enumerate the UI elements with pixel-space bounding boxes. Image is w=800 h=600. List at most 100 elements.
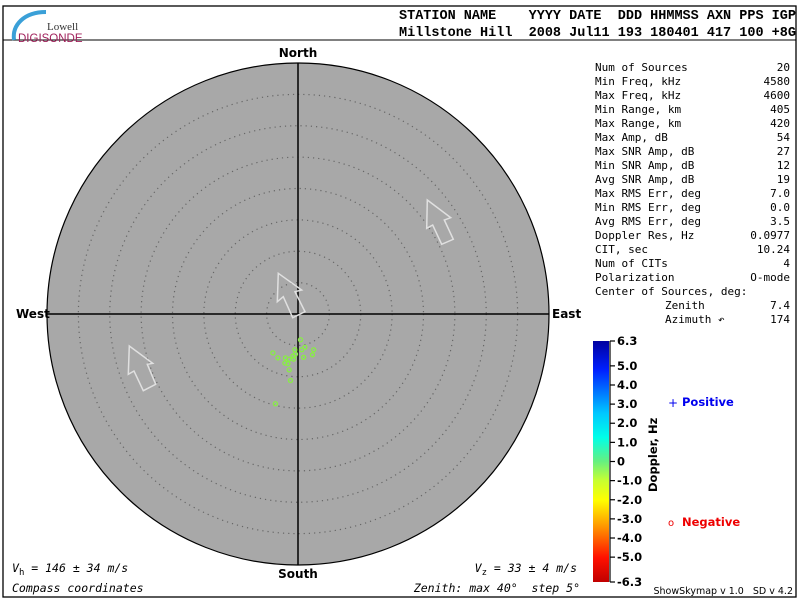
stat-label: Min Freq, kHz bbox=[595, 75, 681, 88]
velocity-arrow-icon bbox=[276, 271, 307, 319]
stat-value: 19 bbox=[777, 173, 790, 186]
stat-label: Polarization bbox=[595, 271, 674, 284]
vh-subscript: h bbox=[19, 568, 24, 578]
svg-text:Vh = 146 ± 34 m/s: Vh = 146 ± 34 m/s bbox=[12, 561, 128, 578]
source-point bbox=[285, 360, 291, 367]
stat-label: Num of Sources bbox=[595, 61, 688, 74]
colorbar-tick-label: -4.0 bbox=[617, 531, 642, 545]
colorbar-tick-label: -6.3 bbox=[617, 575, 642, 589]
statistics-panel: Num of Sources 20 Min Freq, kHz 4580 Max Fre… bbox=[595, 61, 790, 284]
stat-value: 10.24 bbox=[757, 243, 790, 256]
stat-label: Min RMS Err, deg bbox=[595, 201, 701, 214]
version-note: ShowSkymap v 1.0 SD v 4.2 bbox=[654, 586, 794, 597]
stat-label: Max RMS Err, deg bbox=[595, 187, 701, 200]
legend-negative: Negative bbox=[682, 515, 740, 529]
source-point bbox=[300, 354, 307, 360]
stat-label: Doppler Res, Hz bbox=[595, 229, 694, 242]
center-azimuth-label: Azimuth ↶ bbox=[665, 313, 725, 326]
compass-south: South bbox=[278, 567, 318, 581]
digisonde-logo: Lowell DIGISONDE bbox=[11, 10, 83, 45]
positive-symbol-icon: + bbox=[668, 396, 678, 410]
stat-label: Max Range, km bbox=[595, 117, 681, 130]
stat-value: 0.0977 bbox=[750, 229, 790, 242]
source-point bbox=[309, 352, 316, 358]
horizontal-velocity: Vh = 146 ± 34 m/s bbox=[12, 561, 128, 578]
source-point bbox=[275, 355, 281, 361]
figure-frame bbox=[2, 5, 797, 598]
colorbar-tick-label: -2.0 bbox=[617, 493, 642, 507]
colorbar-tick-label: -3.0 bbox=[617, 512, 642, 526]
stat-value: 20 bbox=[777, 61, 790, 74]
compass-west: West bbox=[16, 307, 50, 321]
vh-value: = 146 ± 34 m/s bbox=[24, 561, 128, 575]
compass-east: East bbox=[552, 307, 581, 321]
vh-symbol: V bbox=[12, 561, 20, 575]
stat-label: Avg SNR Amp, dB bbox=[595, 173, 695, 186]
source-point bbox=[287, 377, 294, 384]
source-point bbox=[292, 351, 299, 357]
header-values: Millstone Hill 2008 Jul11 193 180401 417… bbox=[399, 26, 796, 41]
header-labels: STATION NAME YYYY DATE DDD HHMMSS AXN PP… bbox=[399, 9, 796, 24]
stat-value: O-mode bbox=[750, 271, 790, 284]
source-point bbox=[311, 347, 317, 353]
logo-text-lowell: Lowell bbox=[47, 21, 78, 33]
stat-label: Max Amp, dB bbox=[595, 131, 668, 144]
doppler-colorbar bbox=[593, 341, 609, 582]
compass-north: North bbox=[279, 46, 317, 60]
vz-subscript: z bbox=[482, 568, 487, 578]
stat-label: Max SNR Amp, dB bbox=[595, 145, 695, 158]
source-point bbox=[286, 367, 292, 373]
stat-label: CIT, sec bbox=[595, 243, 648, 256]
stat-label: Max Freq, kHz bbox=[595, 89, 681, 102]
vertical-velocity: Vz = 33 ± 4 m/s bbox=[475, 561, 577, 578]
center-zenith-label: Zenith bbox=[665, 299, 705, 312]
colorbar-tick-label: 1.0 bbox=[617, 435, 637, 449]
source-point bbox=[270, 350, 276, 356]
stat-value: 4600 bbox=[764, 89, 791, 102]
stat-value: 4580 bbox=[764, 75, 791, 88]
velocity-arrow-icon bbox=[127, 344, 157, 392]
logo-text-digisonde: DIGISONDE bbox=[18, 33, 83, 45]
colorbar-tick-label: -5.0 bbox=[617, 550, 642, 564]
vz-value: = 33 ± 4 m/s bbox=[487, 561, 577, 575]
vz-symbol: V bbox=[475, 561, 483, 575]
stat-value: 0.0 bbox=[770, 201, 790, 214]
negative-symbol-icon: o bbox=[668, 518, 674, 529]
skymap-plot bbox=[46, 62, 550, 566]
colorbar-tick-label: -1.0 bbox=[617, 474, 642, 488]
source-point bbox=[282, 360, 288, 366]
stat-value: 12 bbox=[777, 159, 790, 172]
source-point bbox=[299, 347, 305, 353]
stat-label: Min SNR Amp, dB bbox=[595, 159, 695, 172]
stat-value: 420 bbox=[770, 117, 790, 130]
stat-value: 3.5 bbox=[770, 215, 790, 228]
legend-positive: Positive bbox=[682, 395, 734, 409]
colorbar-tick-label: 4.0 bbox=[617, 378, 637, 392]
stat-label: Avg RMS Err, deg bbox=[595, 215, 701, 228]
stat-value: 4 bbox=[783, 257, 790, 270]
colorbar-tick-label: 0 bbox=[617, 455, 625, 469]
source-point bbox=[290, 356, 297, 362]
source-point bbox=[302, 344, 308, 350]
colorbar-tick-label: 3.0 bbox=[617, 397, 637, 411]
center-title: Center of Sources, deg: bbox=[595, 285, 747, 298]
stat-value: 7.0 bbox=[770, 187, 790, 200]
source-point bbox=[272, 401, 279, 407]
stat-value: 27 bbox=[777, 145, 790, 158]
colorbar-tick-label: 2.0 bbox=[617, 416, 637, 430]
stat-value: 405 bbox=[770, 103, 790, 116]
zenith-note: Zenith: max 40° step 5° bbox=[413, 581, 580, 595]
colorbar-tick-label: 5.0 bbox=[617, 359, 637, 373]
stat-value: 54 bbox=[777, 131, 791, 144]
svg-text:Vz = 33 ± 4 m/s: Vz = 33 ± 4 m/s bbox=[475, 561, 577, 578]
colorbar-tick-label: 6.3 bbox=[617, 334, 637, 348]
stat-label: Num of CITs bbox=[595, 257, 668, 270]
source-point bbox=[297, 337, 304, 343]
velocity-arrow-icon bbox=[425, 198, 455, 246]
center-azimuth-value: 174 bbox=[770, 313, 790, 326]
colorbar-label: Doppler, Hz bbox=[646, 417, 660, 492]
center-zenith-value: 7.4 bbox=[770, 299, 790, 312]
stat-label: Min Range, km bbox=[595, 103, 681, 116]
logo-swoosh-icon bbox=[11, 10, 47, 41]
